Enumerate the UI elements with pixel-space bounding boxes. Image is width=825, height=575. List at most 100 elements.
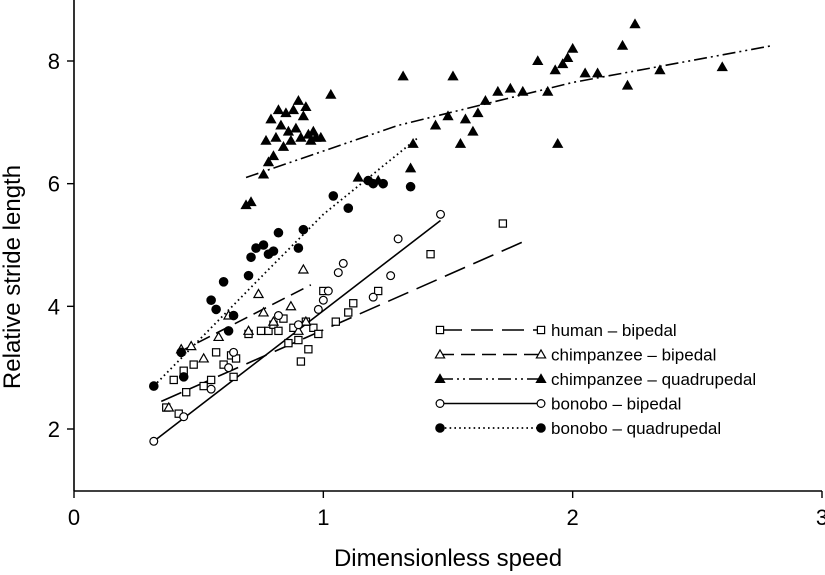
human-bipedal-point [332, 318, 339, 325]
chimpanzee-quadrupedal-point [473, 109, 482, 117]
legend-label: human – bipedal [551, 321, 677, 340]
chimpanzee-quadrupedal-point [630, 20, 639, 28]
x-tick-label: 3 [816, 505, 825, 530]
bonobo-quadrupedal-point [224, 327, 232, 335]
bonobo-quadrupedal-point [329, 192, 337, 200]
x-tick-label: 1 [317, 505, 329, 530]
human-bipedal-point [230, 373, 237, 380]
chimpanzee-quadrupedal-point [655, 66, 664, 74]
chimpanzee-quadrupedal-point [456, 139, 465, 147]
bonobo-bipedal-point [387, 272, 395, 280]
legend-label: bonobo – quadrupedal [551, 419, 721, 438]
legend-label: chimpanzee – bipedal [551, 346, 716, 365]
bonobo-bipedal-point [275, 312, 283, 320]
bonobo-bipedal-point [314, 306, 322, 314]
chimpanzee-bipedal-point [259, 308, 268, 316]
bonobo-quadrupedal-point [294, 244, 302, 252]
chimpanzee-quadrupedal-point [294, 96, 303, 104]
bonobo-quadrupedal-point [369, 179, 377, 187]
chimpanzee-quadrupedal-point [593, 69, 602, 77]
bonobo-quadrupedal-point [212, 305, 220, 313]
chimpanzee-quadrupedal-point [518, 87, 527, 95]
human-bipedal-point [315, 330, 322, 337]
chimpanzee-quadrupedal-point [618, 41, 627, 49]
human-bipedal-point [257, 327, 264, 334]
bonobo-quadrupedal-point [406, 183, 414, 191]
bonobo-bipedal-point [180, 413, 188, 421]
y-tick-label: 6 [48, 172, 60, 197]
chimpanzee-quadrupedal-fit-line [246, 46, 772, 178]
human-bipedal-point [190, 361, 197, 368]
legend-marker-right [537, 424, 545, 432]
human-bipedal-point [183, 389, 190, 396]
chimpanzee-quadrupedal-point [493, 87, 502, 95]
legend: human – bipedal chimpanzee – bipedal chimp… [435, 321, 756, 438]
bonobo-bipedal-point [295, 321, 303, 329]
chimpanzee-quadrupedal-point [553, 139, 562, 147]
bonobo-quadrupedal-point [259, 241, 267, 249]
legend-item-chimpanzee-quadrupedal: chimpanzee – quadrupedal [435, 370, 756, 389]
legend-marker-left [436, 400, 444, 408]
chimpanzee-quadrupedal-point [408, 139, 417, 147]
bonobo-quadrupedal-point [150, 382, 158, 390]
chimpanzee-quadrupedal-point [266, 115, 275, 123]
bonobo-quadrupedal-point [180, 373, 188, 381]
chimpanzee-quadrupedal-point [274, 105, 283, 113]
chimpanzee-quadrupedal-point [261, 136, 270, 144]
chimpanzee-quadrupedal-point [246, 197, 255, 205]
bonobo-quadrupedal-point [299, 225, 307, 233]
chimpanzee-bipedal-point [286, 302, 295, 310]
human-bipedal-point [427, 251, 434, 258]
chimpanzee-quadrupedal-point [568, 44, 577, 52]
chimpanzee-quadrupedal-point [448, 72, 457, 80]
chimpanzee-bipedal-point [214, 332, 223, 340]
chimpanzee-quadrupedal-point [718, 63, 727, 71]
human-bipedal-point [170, 376, 177, 383]
chimpanzee-quadrupedal-point [299, 112, 308, 120]
chimpanzee-quadrupedal-point [406, 164, 415, 172]
chimpanzee-bipedal-point [254, 289, 263, 297]
chimpanzee-quadrupedal-point [271, 133, 280, 141]
x-axis-title: Dimensionless speed [334, 545, 562, 572]
bonobo-quadrupedal-point [344, 204, 352, 212]
chimpanzee-quadrupedal-point [581, 69, 590, 77]
y-tick-label: 4 [48, 294, 60, 319]
legend-item-bonobo-quadrupedal: bonobo – quadrupedal [436, 419, 721, 438]
bonobo-bipedal-point [369, 293, 377, 301]
y-axis-title: Relative stride length [0, 165, 26, 389]
chimpanzee-quadrupedal-point [543, 87, 552, 95]
bonobo-bipedal-point [334, 269, 342, 277]
chimpanzee-quadrupedal-point [289, 105, 298, 113]
chimpanzee-quadrupedal-point [354, 173, 363, 181]
human-bipedal-point [213, 349, 220, 356]
bonobo-quadrupedal-point [274, 229, 282, 237]
chimpanzee-quadrupedal-point [461, 115, 470, 123]
legend-marker-right [537, 326, 544, 333]
bonobo-quadrupedal-point [379, 179, 387, 187]
chimpanzee-quadrupedal-point [276, 121, 285, 129]
bonobo-quadrupedal-point [177, 348, 185, 356]
bonobo-bipedal-point [207, 385, 215, 393]
human-bipedal-point [297, 358, 304, 365]
bonobo-bipedal-point [339, 260, 347, 268]
human-bipedal-point [200, 382, 207, 389]
legend-item-chimpanzee-bipedal: chimpanzee – bipedal [435, 346, 716, 365]
chimpanzee-quadrupedal-point [481, 96, 490, 104]
chimpanzee-quadrupedal-point [431, 121, 440, 129]
chimpanzee-quadrupedal-point [468, 127, 477, 135]
human-bipedal-point [499, 220, 506, 227]
chimpanzee-quadrupedal-point [269, 151, 278, 159]
chimpanzee-bipedal-point [299, 265, 308, 273]
bonobo-quadrupedal-point [247, 253, 255, 261]
legend-label: bonobo – bipedal [551, 395, 681, 414]
legend-marker-left [436, 326, 443, 333]
chimpanzee-quadrupedal-point [399, 72, 408, 80]
legend-label: chimpanzee – quadrupedal [551, 370, 756, 389]
chimpanzee-quadrupedal-point [259, 170, 268, 178]
human-bipedal-point [275, 327, 282, 334]
bonobo-quadrupedal-point [229, 311, 237, 319]
legend-item-bonobo-bipedal: bonobo – bipedal [436, 395, 681, 414]
chimpanzee-quadrupedal-point [533, 56, 542, 64]
chimpanzee-quadrupedal-point [291, 124, 300, 132]
human-bipedal-point [208, 376, 215, 383]
